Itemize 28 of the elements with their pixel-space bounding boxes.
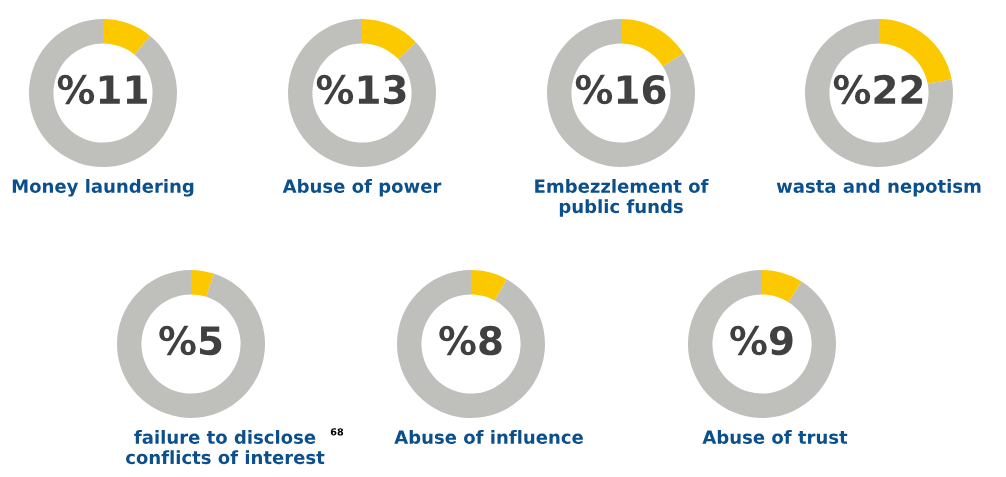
text: Money laundering (12, 179, 194, 197)
donut-slice (117, 270, 265, 418)
donut-slice (688, 270, 836, 418)
data-label: %22 (833, 74, 923, 105)
donut-slice (362, 19, 416, 60)
donut-slice (621, 19, 684, 67)
data-label: %16 (575, 74, 666, 105)
text: Abuse of power (282, 179, 442, 197)
text: Abuse of influence (394, 430, 583, 444)
data-label: %13 (316, 74, 406, 105)
text: Embezzlement of public funds (535, 179, 709, 217)
donut-slice (471, 270, 507, 301)
text: 68 (330, 428, 344, 436)
donut-slice (29, 19, 177, 167)
donut-slice (805, 19, 953, 167)
donut-slice (762, 270, 802, 303)
text: wasta and nepotism (776, 179, 981, 197)
data-label: %8 (439, 325, 502, 356)
donut-slice (397, 270, 545, 418)
text: Abuse of trust (702, 430, 848, 444)
data-label: %11 (57, 74, 147, 105)
donut-slice (547, 19, 695, 167)
donut-slice (103, 19, 151, 55)
donut-slice (191, 270, 214, 297)
data-label: %5 (159, 325, 222, 356)
donut-slice (288, 19, 436, 167)
data-label: %9 (730, 325, 793, 356)
text: failure to disclose conflicts of interest (126, 430, 325, 465)
